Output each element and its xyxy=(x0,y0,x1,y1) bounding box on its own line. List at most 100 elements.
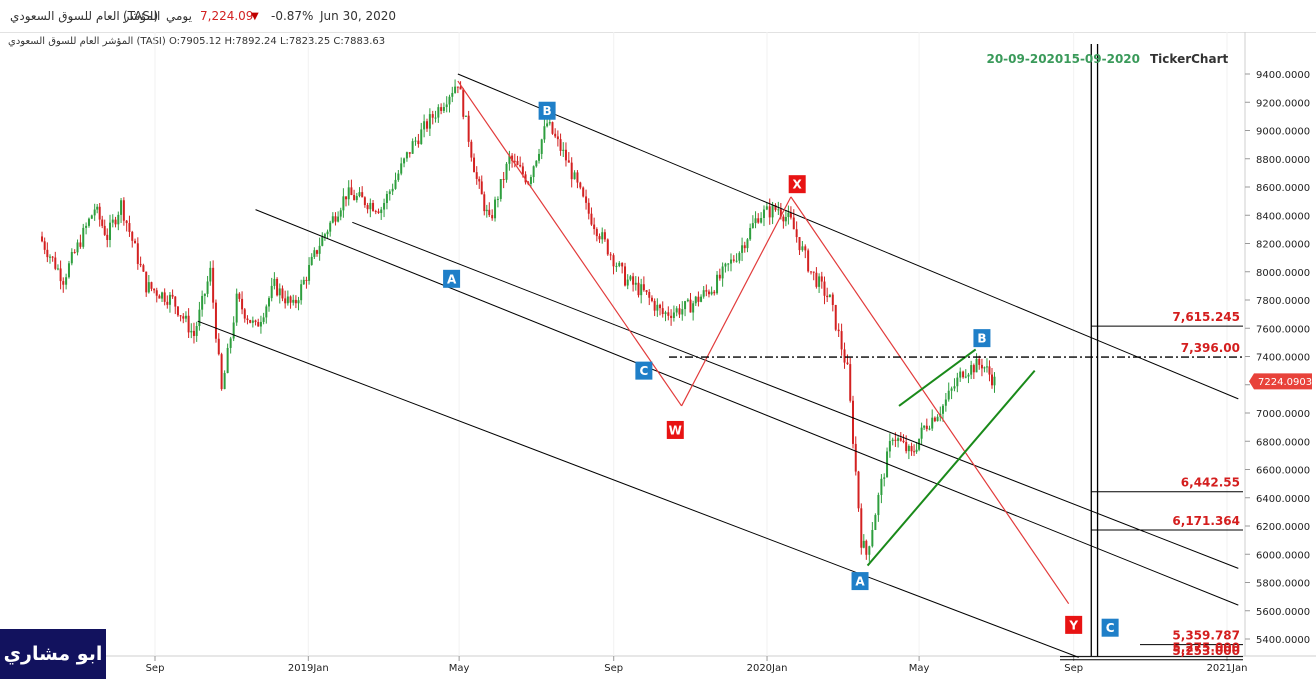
candle-body xyxy=(907,446,910,452)
candle-body xyxy=(308,264,311,281)
candle-body xyxy=(125,220,128,224)
candle-body xyxy=(462,89,465,117)
candle-body xyxy=(820,276,823,282)
candle-body xyxy=(353,194,356,201)
candle-body xyxy=(815,272,818,287)
candle-body xyxy=(454,86,457,93)
candle-body xyxy=(168,294,171,305)
candle-body xyxy=(843,349,846,363)
candlestick-chart[interactable]: 9400.0000 9200.0000 9000.0000 8800.0000 8600… xyxy=(0,32,1316,679)
candle-body xyxy=(257,322,260,327)
candle-body xyxy=(933,417,936,422)
candle-body xyxy=(511,155,514,161)
candle-body xyxy=(562,149,565,151)
candle-body xyxy=(743,245,746,249)
candle-body xyxy=(754,218,757,224)
candle-body xyxy=(760,217,763,223)
candle-body xyxy=(920,427,923,439)
candle-body xyxy=(195,326,198,336)
trend-channel[interactable] xyxy=(197,73,1239,658)
candle-body xyxy=(724,263,727,267)
candle-body xyxy=(894,439,897,441)
time-tick-label: Sep xyxy=(1064,663,1083,674)
elliott-wave-lines[interactable] xyxy=(457,80,1070,605)
candle-body xyxy=(741,245,744,253)
price-tick-label: 8000.0000 xyxy=(1256,268,1310,279)
candle-body xyxy=(546,123,549,127)
candle-body xyxy=(640,284,643,296)
candle-body xyxy=(278,288,281,296)
candle-body xyxy=(953,386,956,389)
candle-body xyxy=(480,181,483,195)
candle-body xyxy=(385,193,388,204)
channel-line xyxy=(197,320,1079,658)
candle-body xyxy=(871,529,874,547)
candle-body xyxy=(804,246,807,251)
candle-body xyxy=(727,263,730,265)
candle-body xyxy=(502,178,505,180)
candle-body xyxy=(158,295,161,299)
candle-body xyxy=(913,451,916,453)
candle-body xyxy=(262,317,265,322)
candle-body xyxy=(166,301,169,305)
candle-body xyxy=(73,252,76,254)
candle-body xyxy=(117,214,120,225)
candle-body xyxy=(342,196,345,211)
candle-body xyxy=(350,187,353,195)
price-tick-label: 7400.0000 xyxy=(1256,353,1310,364)
candle-body xyxy=(249,320,252,323)
candle-body xyxy=(405,152,408,159)
candle-body xyxy=(787,212,790,218)
candle-body xyxy=(601,232,604,240)
candle-body xyxy=(675,308,678,313)
time-tick-label: 2021Jan xyxy=(1207,663,1248,674)
wave-label-text: X xyxy=(793,178,803,192)
candle-body xyxy=(411,141,414,154)
candle-body xyxy=(70,252,73,264)
vertical-date-lines[interactable] xyxy=(1090,44,1099,656)
index-name: المؤشر العام للسوق السعودي xyxy=(10,9,161,23)
candle-body xyxy=(246,318,249,321)
candle-body xyxy=(315,250,318,254)
candle-body xyxy=(417,140,420,145)
wave-label-text: C xyxy=(639,364,648,378)
candle-body xyxy=(423,121,426,130)
candle-body xyxy=(155,290,158,296)
candle-body xyxy=(76,242,79,253)
candle-body xyxy=(223,373,226,390)
candle-body xyxy=(464,115,467,117)
candle-body xyxy=(128,223,131,232)
price-tick-label: 9200.0000 xyxy=(1256,98,1310,109)
candle-body xyxy=(947,390,950,400)
candle-body xyxy=(270,285,273,299)
candle-body xyxy=(187,315,190,333)
candle-body xyxy=(823,281,826,296)
candle-body xyxy=(941,405,944,414)
time-tick-label: May xyxy=(909,663,930,674)
candle-body xyxy=(235,293,238,323)
wave-label-text: B xyxy=(543,104,552,118)
candle-body xyxy=(388,191,391,194)
candle-body xyxy=(738,252,741,261)
candle-body xyxy=(337,216,340,222)
candle-body xyxy=(705,290,708,292)
wave-label: B xyxy=(538,101,556,120)
candle-body xyxy=(632,276,635,285)
candle-body xyxy=(837,329,840,332)
candle-body xyxy=(713,291,716,294)
price-tick-label: 6000.0000 xyxy=(1256,550,1310,561)
candle-body xyxy=(529,177,532,184)
candle-body xyxy=(661,308,664,315)
down-arrow-icon: ▼ xyxy=(251,11,259,22)
candle-body xyxy=(656,304,659,311)
candle-body xyxy=(46,249,49,258)
candle-body xyxy=(629,276,632,280)
candle-body xyxy=(54,257,57,269)
wave-label-box xyxy=(443,269,461,288)
triangle-lines[interactable] xyxy=(866,348,1036,567)
candle-body xyxy=(217,338,220,355)
candle-body xyxy=(428,114,431,129)
period-label[interactable]: يومي xyxy=(166,9,192,23)
price-levels[interactable]: 7,615.245 7,396.00 6,442.55 6,171.364 5,359.… xyxy=(669,310,1243,661)
author-watermark: ابو مشاري xyxy=(0,629,106,679)
